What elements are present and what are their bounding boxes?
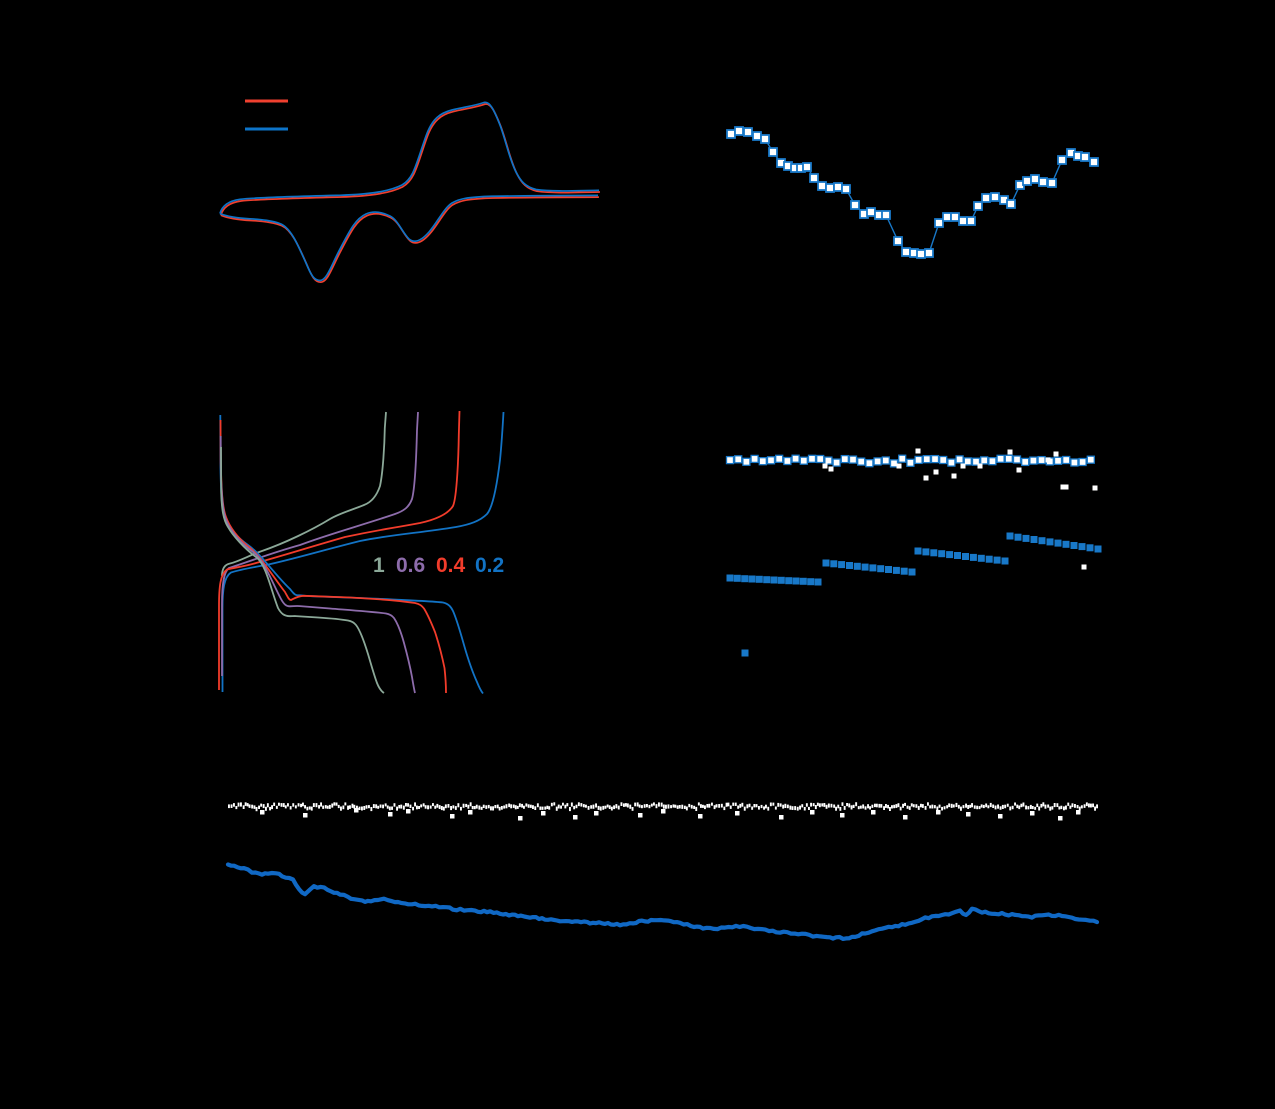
svg-text:1: 1: [373, 554, 385, 577]
svg-text:0.4: 0.4: [436, 554, 466, 577]
svg-text:0.2: 0.2: [475, 554, 504, 577]
svg-text:0.6: 0.6: [396, 554, 425, 577]
